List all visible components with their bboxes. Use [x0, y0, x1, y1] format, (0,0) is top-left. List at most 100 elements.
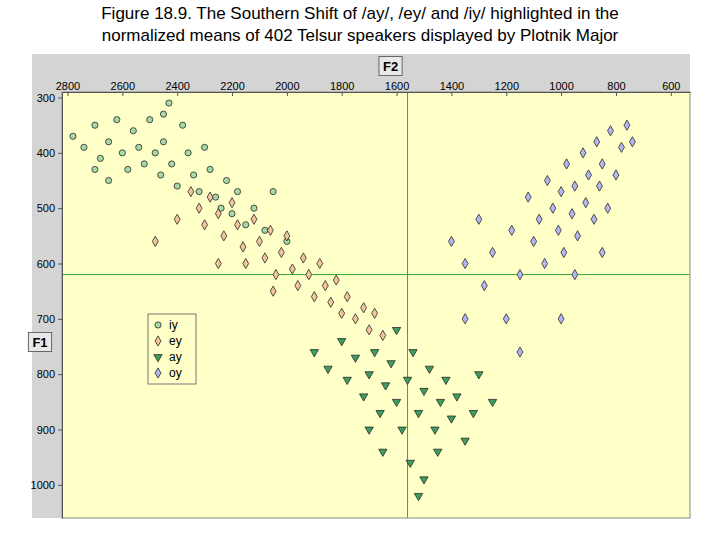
tick-label: 1000: [549, 80, 573, 92]
point: [130, 128, 136, 134]
series: [70, 100, 290, 244]
point: [608, 126, 614, 136]
point: [169, 161, 175, 167]
tick-mark: [58, 429, 62, 430]
axis-title-text: F1: [32, 335, 47, 350]
tick-label: 1200: [495, 80, 519, 92]
tick-mark: [616, 92, 617, 96]
point: [324, 366, 332, 373]
point: [544, 175, 550, 185]
point: [380, 330, 386, 340]
point: [81, 144, 87, 150]
point: [583, 198, 589, 208]
point: [597, 181, 603, 191]
point: [295, 281, 301, 291]
point: [270, 188, 276, 194]
point: [160, 111, 166, 117]
tick-mark: [58, 319, 62, 320]
legend-symbol: [155, 368, 161, 378]
point: [409, 350, 417, 357]
point: [365, 427, 373, 434]
point: [564, 159, 570, 169]
tick: 600: [662, 80, 680, 96]
point: [207, 192, 213, 202]
tick-label: 300: [37, 92, 55, 104]
tick-mark: [177, 92, 178, 96]
point: [555, 225, 561, 235]
tick-label: 2600: [111, 80, 135, 92]
tick: 600: [37, 258, 62, 270]
tick-label: 2800: [56, 80, 80, 92]
point: [125, 166, 131, 172]
point: [453, 394, 461, 401]
point: [536, 214, 542, 224]
point: [141, 161, 147, 167]
legend: iyeyayoy: [148, 314, 196, 384]
point: [414, 410, 422, 417]
point: [310, 350, 318, 357]
point: [481, 281, 487, 291]
point: [152, 236, 158, 246]
tick-mark: [287, 92, 288, 96]
reference-line: [407, 92, 408, 518]
point: [594, 137, 600, 147]
point: [270, 286, 276, 296]
point: [365, 372, 373, 379]
tick: 300: [37, 92, 62, 104]
point: [70, 133, 76, 139]
point: [343, 377, 351, 384]
point: [352, 314, 358, 324]
tick-label: 600: [662, 80, 680, 92]
point: [215, 258, 221, 268]
tick: 2000: [275, 80, 299, 96]
point: [191, 172, 197, 178]
points: [70, 100, 635, 501]
point: [376, 410, 384, 417]
legend-symbol: [155, 336, 161, 346]
point: [531, 236, 537, 246]
tick-mark: [58, 153, 62, 154]
point: [273, 269, 279, 279]
tick: 1200: [495, 80, 519, 96]
tick-mark: [561, 92, 562, 96]
point: [333, 275, 339, 285]
point: [234, 188, 240, 194]
point: [359, 394, 367, 401]
point: [361, 303, 367, 313]
point: [152, 150, 158, 156]
tick: 1000: [549, 80, 573, 96]
point: [202, 144, 208, 150]
y-axis: 3004005006007008009001000: [31, 92, 63, 519]
tick-label: 1800: [330, 80, 354, 92]
tick-mark: [232, 92, 233, 96]
point: [392, 399, 400, 406]
legend-symbol: [154, 355, 162, 362]
legend-symbol: [155, 322, 161, 328]
point: [490, 247, 496, 257]
point: [180, 122, 186, 128]
plot-frame: [62, 92, 690, 518]
tick-label: 2000: [275, 80, 299, 92]
point: [196, 188, 202, 194]
tick: 1800: [330, 80, 354, 96]
series: [448, 120, 635, 357]
tick: 700: [37, 313, 62, 325]
point: [398, 427, 406, 434]
tick-label: 1400: [440, 80, 464, 92]
point: [106, 177, 112, 183]
point: [267, 225, 273, 235]
point: [317, 258, 323, 268]
point: [431, 427, 439, 434]
point: [517, 269, 523, 279]
point: [289, 264, 295, 274]
x-axis: 2800260024002200200018001600140012001000…: [56, 80, 691, 96]
tick-label: 1000: [31, 479, 55, 491]
point: [339, 308, 345, 318]
tick: 2400: [165, 80, 189, 96]
point: [243, 222, 249, 228]
point: [251, 214, 257, 224]
tick: 2800: [56, 80, 80, 96]
tick-mark: [397, 92, 398, 96]
point: [322, 281, 328, 291]
point: [469, 410, 477, 417]
